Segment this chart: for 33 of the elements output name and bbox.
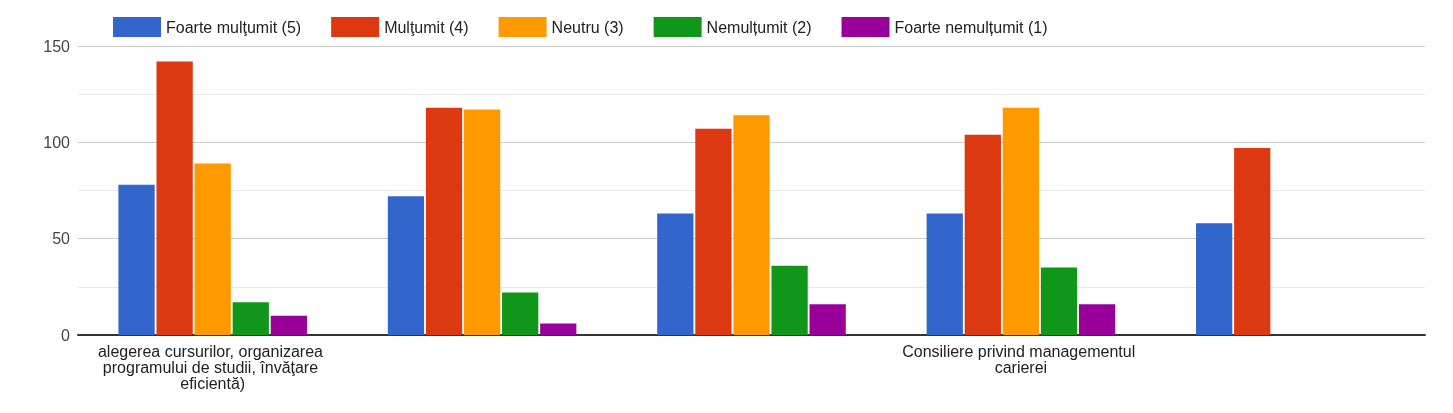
bar xyxy=(156,61,193,335)
bar xyxy=(463,109,501,335)
bar xyxy=(118,184,155,335)
bar xyxy=(809,304,846,335)
y-tick-label: 150 xyxy=(43,37,71,55)
y-tick-label: 100 xyxy=(43,133,71,151)
x-tick-label: alegerea cursurilor, organizarea programului de studii, învăţare eficientă) xyxy=(97,342,328,392)
legend-label: Nemulțumit (2) xyxy=(706,18,812,36)
bar xyxy=(502,292,539,335)
bar xyxy=(194,163,231,335)
bar xyxy=(1040,267,1078,335)
bar xyxy=(425,107,463,335)
y-tick-label: 50 xyxy=(52,230,71,248)
legend-label: Foarte nemulțumit (1) xyxy=(894,18,1048,36)
bar xyxy=(733,115,770,335)
bar xyxy=(1196,223,1233,335)
bar xyxy=(387,196,425,335)
legend-label: Foarte mulţumit (5) xyxy=(166,18,302,36)
bar xyxy=(964,134,1001,335)
bar xyxy=(540,323,577,335)
bar xyxy=(657,213,694,335)
bar xyxy=(771,265,808,335)
bar xyxy=(270,315,307,335)
bar xyxy=(695,128,732,335)
bar xyxy=(926,213,963,335)
bar xyxy=(1002,107,1040,335)
x-tick-label: Consiliere privind managementul carierei xyxy=(902,342,1140,376)
legend-label: Neutru (3) xyxy=(551,18,624,36)
legend-label: Mulţumit (4) xyxy=(384,18,469,36)
bar xyxy=(232,302,269,335)
bar xyxy=(1234,148,1271,335)
bar xyxy=(1078,304,1116,335)
y-tick-label: 0 xyxy=(61,326,71,344)
